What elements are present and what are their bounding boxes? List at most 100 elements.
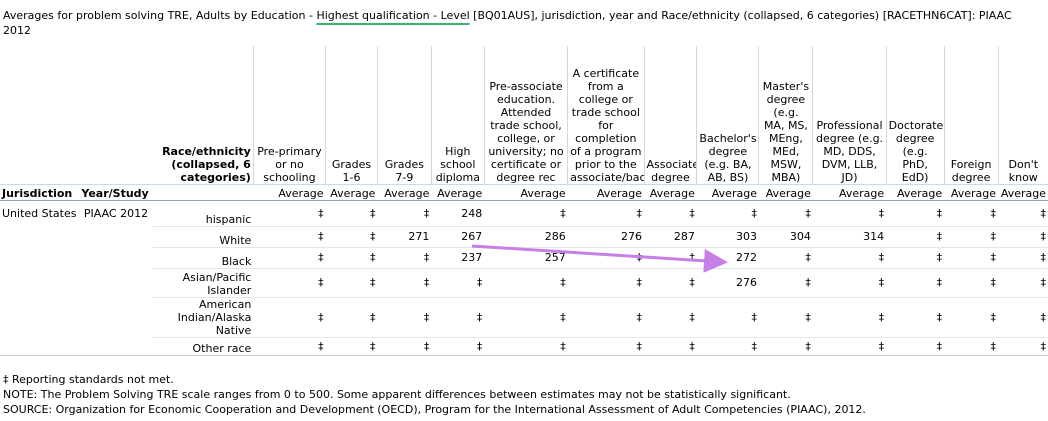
spacer	[0, 46, 79, 184]
value-cell: ‡	[886, 226, 945, 248]
value-cell: ‡	[325, 247, 378, 269]
value-cell: ‡	[644, 297, 697, 338]
column-header: High school diploma	[430, 46, 485, 184]
value-cell: ‡	[253, 268, 326, 298]
column-header: Professional degree (e.g. MD, DDS, DVM, …	[812, 46, 887, 184]
stat-label: Average	[886, 183, 945, 201]
race-cell: American Indian/Alaska Native	[152, 297, 254, 338]
value-cell: ‡	[567, 200, 644, 227]
stat-label: Average	[644, 183, 697, 201]
column-header: A certificate from a college or trade sc…	[567, 46, 644, 184]
table-row: United States PIAAC 2012 hispanic ‡ ‡ ‡ 248 ‡ ‡ ‡…	[0, 200, 1048, 227]
value-cell: ‡	[567, 247, 644, 269]
table-row: Asian/Pacific Islander ‡ ‡ ‡ ‡ ‡ ‡ ‡ 276 ‡ ‡ ‡ ‡ ‡	[0, 268, 1048, 298]
column-header: Grades 7-9	[376, 46, 432, 184]
footnote: SOURCE: Organization for Economic Cooper…	[3, 403, 866, 416]
year-cell	[79, 247, 152, 268]
value-cell: ‡	[644, 247, 697, 269]
value-cell: ‡	[377, 337, 432, 356]
column-header: Associate degree	[643, 46, 697, 184]
year-cell	[79, 297, 152, 337]
stat-label: Average	[758, 183, 813, 201]
stat-label: Average	[377, 183, 432, 201]
value-cell: ‡	[377, 247, 432, 269]
value-cell: ‡	[944, 247, 999, 269]
stat-label: Average	[431, 183, 485, 201]
value-cell: ‡	[944, 337, 999, 356]
jurisdiction-cell: United States	[2, 206, 77, 220]
stat-label: Average	[484, 183, 568, 201]
value-cell: ‡	[998, 297, 1048, 338]
value-cell: 237	[431, 247, 485, 269]
value-cell: ‡	[886, 247, 945, 269]
stat-label: Average	[696, 183, 759, 201]
value-cell: ‡	[253, 200, 326, 227]
value-cell: ‡	[431, 337, 485, 356]
column-header: Grades 1-6	[325, 46, 378, 184]
value-cell: ‡	[758, 200, 813, 227]
race-cell: White	[152, 226, 254, 248]
value-cell: ‡	[325, 268, 378, 298]
value-cell: 257	[484, 247, 568, 269]
year-cell: PIAAC 2012	[83, 206, 149, 220]
value-cell: ‡	[998, 226, 1048, 248]
jurisdiction-cell	[0, 247, 79, 268]
year-cell	[79, 226, 152, 247]
race-cell: Asian/Pacific Islander	[152, 268, 254, 298]
column-header: Doctorate degree (e.g. PhD, EdD)	[885, 46, 945, 184]
value-cell: ‡	[812, 200, 887, 227]
stat-label: Average	[944, 183, 999, 201]
column-header: Bachelor's degree (e.g. BA, AB, BS)	[696, 46, 759, 184]
value-cell: ‡	[944, 226, 999, 248]
value-cell: ‡	[325, 226, 378, 248]
stat-label: Average	[253, 183, 326, 201]
value-cell: ‡	[253, 226, 326, 248]
value-cell: ‡	[998, 200, 1048, 227]
value-cell: ‡	[886, 268, 945, 298]
stat-label: Average	[998, 183, 1048, 201]
value-cell: 287	[644, 226, 697, 248]
value-cell: ‡	[325, 200, 378, 227]
jurisdiction-cell	[0, 226, 79, 247]
year-cell	[79, 268, 152, 297]
value-cell: ‡	[944, 268, 999, 298]
value-cell: ‡	[431, 268, 485, 298]
value-cell: ‡	[812, 337, 887, 356]
stat-label: Average	[325, 183, 378, 201]
value-cell: ‡	[696, 297, 759, 338]
column-header: Pre-primary or no schooling	[252, 46, 326, 184]
value-cell: ‡	[886, 200, 945, 227]
value-cell: ‡	[325, 297, 378, 338]
race-header: Race/ethnicity (collapsed, 6 categories)	[162, 144, 251, 184]
value-cell: ‡	[696, 337, 759, 356]
value-cell: ‡	[644, 200, 697, 227]
spacer	[79, 46, 152, 184]
year-cell	[79, 337, 153, 356]
value-cell: ‡	[944, 200, 999, 227]
value-cell: ‡	[886, 337, 945, 356]
stat-label: Average	[567, 183, 644, 201]
value-cell: ‡	[484, 337, 568, 356]
spacer	[152, 183, 254, 201]
race-cell: Black	[152, 247, 254, 269]
value-cell: ‡	[567, 268, 644, 298]
value-cell: 272	[696, 247, 759, 269]
value-cell: 276	[567, 226, 644, 248]
footnote: NOTE: The Problem Solving TRE scale rang…	[3, 388, 791, 401]
table-row: American Indian/Alaska Native ‡ ‡ ‡ ‡ ‡ ‡ ‡ ‡ ‡ ‡ ‡…	[0, 297, 1048, 338]
stat-label: Average	[812, 183, 887, 201]
column-header: Master's degree (e.g. MA, MS, MEng, MEd,…	[758, 46, 813, 184]
value-cell: ‡	[944, 297, 999, 338]
value-cell: ‡	[484, 200, 568, 227]
jurisdiction-cell	[0, 268, 79, 297]
jurisdiction-header: Jurisdiction	[0, 183, 80, 201]
caption-highlight: Highest qualification - Level	[316, 9, 470, 22]
footnote: ‡ Reporting standards not met.	[3, 373, 174, 386]
jurisdiction-cell	[0, 297, 79, 337]
results-table: Race/ethnicity (collapsed, 6 categories)…	[0, 46, 1048, 356]
value-cell: ‡	[377, 297, 432, 338]
value-cell: ‡	[484, 268, 568, 298]
column-header: Foreign degree	[943, 46, 999, 184]
value-cell: 271	[377, 226, 432, 248]
caption-before: Averages for problem solving TRE, Adults…	[3, 9, 317, 22]
